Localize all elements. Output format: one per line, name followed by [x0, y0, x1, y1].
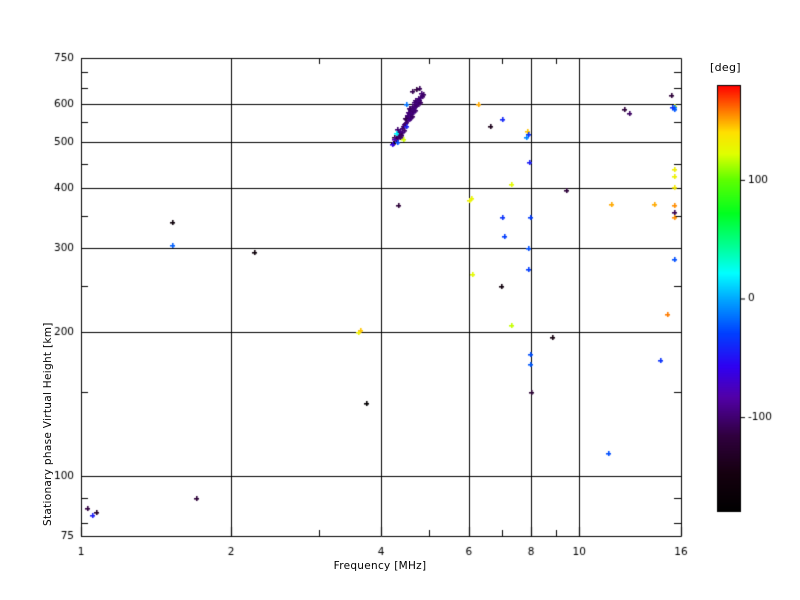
colorbar-title: [deg]	[710, 61, 741, 74]
x-axis-label: Frequency [MHz]	[333, 560, 427, 572]
y-axis-label-wrapper: Stationary phase Virtual Height [km]	[14, 180, 54, 526]
y-axis-label: Stationary phase Virtual Height [km]	[42, 322, 54, 526]
